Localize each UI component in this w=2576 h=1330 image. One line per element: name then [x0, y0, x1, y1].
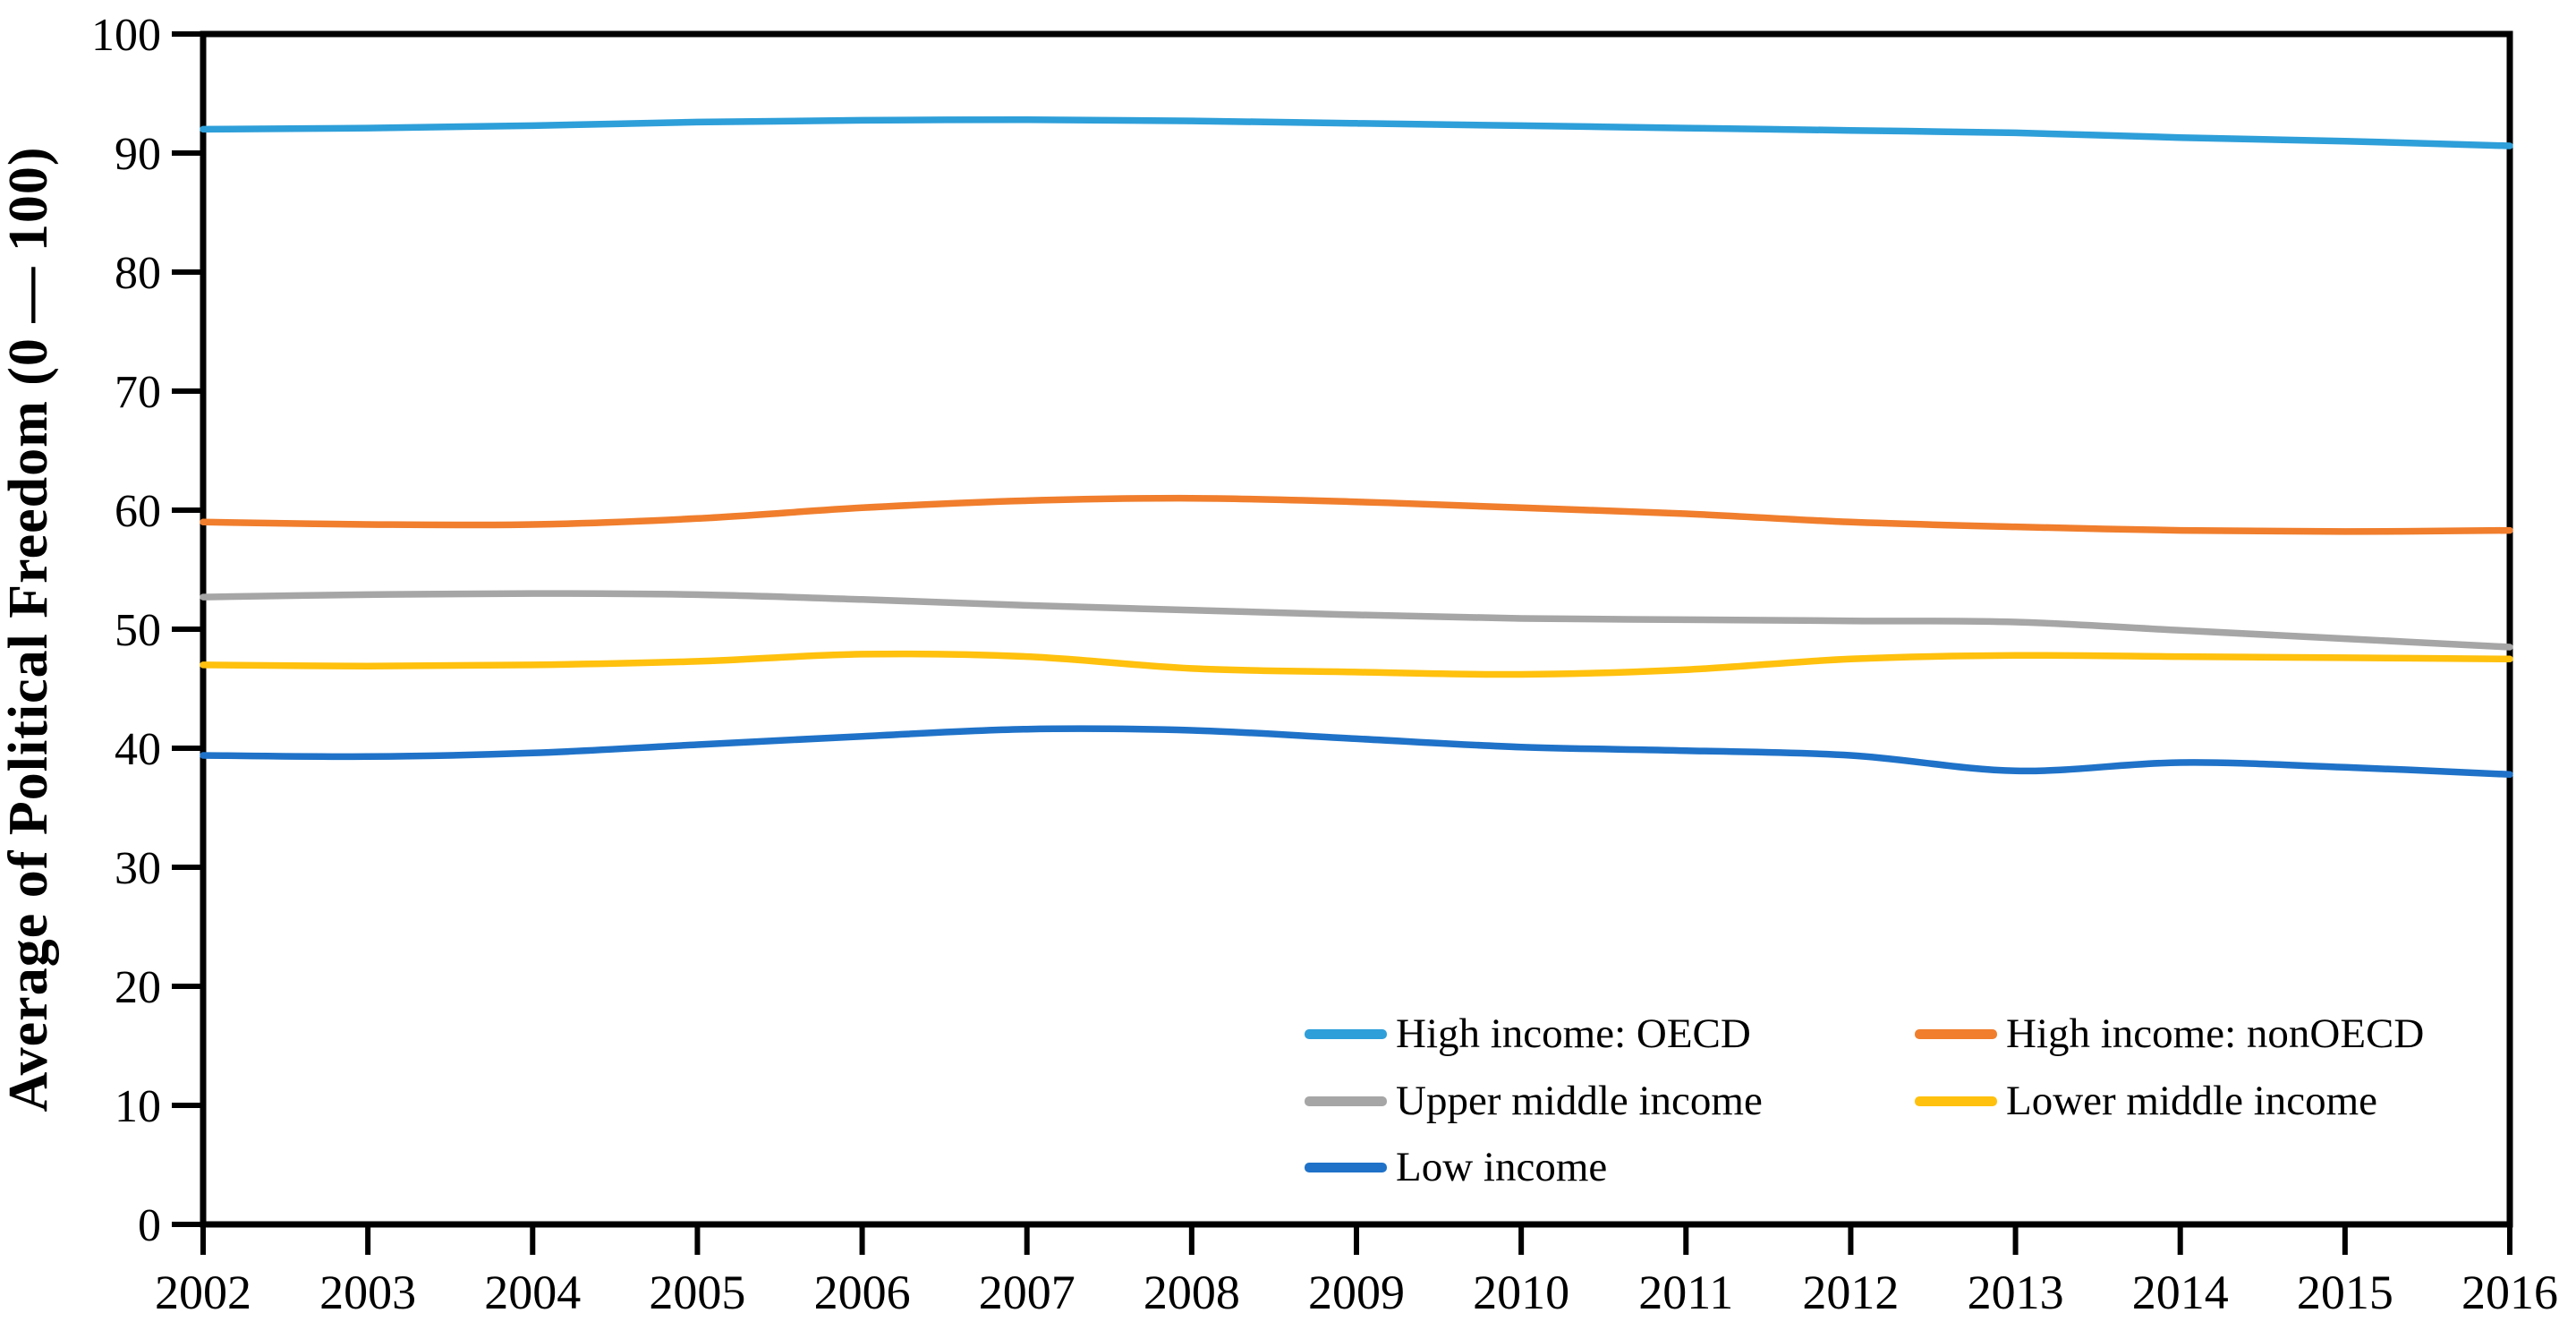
x-tick-label-2011: 2011	[1638, 1266, 1733, 1319]
y-axis-title: Average of Political Freedom (0 — 100)	[0, 146, 59, 1112]
legend-swatch-high-income-oecd	[1305, 1028, 1387, 1039]
y-tick-label-70: 70	[115, 367, 161, 418]
y-tick-label-80: 80	[115, 248, 161, 299]
legend-label-upper-middle-income: Upper middle income	[1396, 1078, 1763, 1124]
x-tick-label-2008: 2008	[1143, 1266, 1240, 1319]
y-tick-label-10: 10	[115, 1081, 161, 1132]
series-layer	[200, 115, 2513, 779]
legend-label-high-income-nonoecd: High income: nonOECD	[2006, 1010, 2425, 1057]
legend-label-lower-middle-income: Lower middle income	[2006, 1078, 2378, 1124]
y-tick-label-90: 90	[115, 129, 161, 180]
y-tick-label-100: 100	[91, 10, 161, 61]
y-tick-label-40: 40	[115, 724, 161, 775]
x-tick-label-2013: 2013	[1968, 1266, 2064, 1319]
y-tick-label-60: 60	[115, 486, 161, 537]
x-tick-label-2004: 2004	[484, 1266, 581, 1319]
x-tick-label-2005: 2005	[649, 1266, 745, 1319]
series-line-high-income-nonoecd	[200, 494, 2513, 535]
legend-label-high-income-oecd: High income: OECD	[1396, 1010, 1751, 1057]
x-tick-label-2015: 2015	[2297, 1266, 2393, 1319]
legend-item-low-income: Low income	[1305, 1143, 1607, 1191]
legend-item-upper-middle-income: Upper middle income	[1305, 1077, 1763, 1125]
legend-swatch-lower-middle-income	[1915, 1096, 1997, 1106]
x-tick-label-2007: 2007	[979, 1266, 1075, 1319]
x-tick-label-2012: 2012	[1802, 1266, 1899, 1319]
legend-label-low-income: Low income	[1396, 1144, 1608, 1190]
legend-swatch-low-income	[1305, 1162, 1387, 1172]
series-line-high-income-oecd	[200, 115, 2513, 149]
x-tick-label-2010: 2010	[1473, 1266, 1569, 1319]
x-tick-label-2014: 2014	[2132, 1266, 2229, 1319]
x-tick-label-2009: 2009	[1308, 1266, 1405, 1319]
series-line-lower-middle-income	[200, 650, 2513, 678]
y-tick-label-0: 0	[138, 1200, 161, 1251]
series-line-low-income	[200, 725, 2513, 779]
y-tick-label-30: 30	[115, 843, 161, 894]
legend-item-lower-middle-income: Lower middle income	[1915, 1077, 2377, 1125]
x-tick-label-2006: 2006	[814, 1266, 911, 1319]
x-tick-label-2002: 2002	[155, 1266, 251, 1319]
y-tick-label-20: 20	[115, 962, 161, 1013]
series-line-upper-middle-income	[200, 590, 2513, 651]
legend-item-high-income-oecd: High income: OECD	[1305, 1010, 1751, 1058]
legend-swatch-high-income-nonoecd	[1915, 1028, 1997, 1039]
x-tick-label-2003: 2003	[319, 1266, 416, 1319]
axis-layer: 0 10 20 30 40 50 60 70 80 90 100 2002 2003 2004 2005 20…	[91, 10, 2558, 1319]
legend-item-high-income-nonoecd: High income: nonOECD	[1915, 1010, 2424, 1058]
x-tick-label-2016: 2016	[2461, 1266, 2558, 1319]
y-tick-label-50: 50	[115, 605, 161, 656]
legend-swatch-upper-middle-income	[1305, 1096, 1387, 1106]
